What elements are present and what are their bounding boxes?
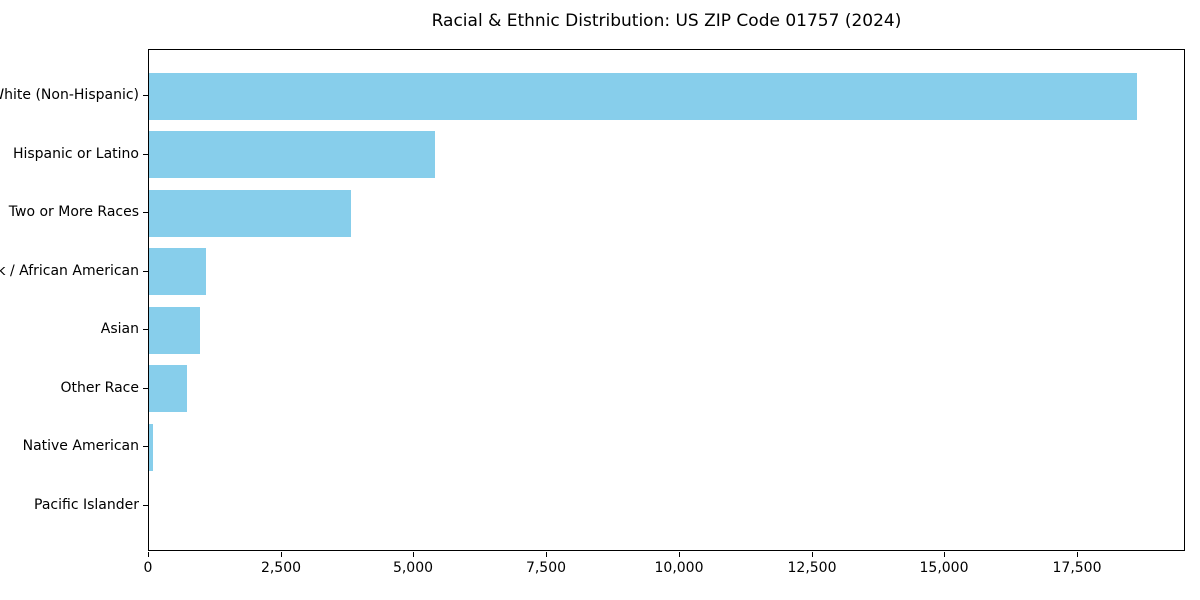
x-axis-tick: [679, 552, 680, 557]
chart-title: Racial & Ethnic Distribution: US ZIP Cod…: [431, 11, 902, 31]
bar-white-non-hispanic: [149, 73, 1137, 120]
x-axis-tick-label: 12,500: [787, 560, 837, 576]
x-axis-tick: [944, 552, 945, 557]
y-axis-label: Pacific Islander: [34, 497, 139, 513]
x-axis-tick: [546, 552, 547, 557]
x-axis-tick-label: 7,500: [525, 560, 567, 576]
y-axis-tick: [143, 212, 148, 213]
y-axis-tick: [143, 388, 148, 389]
bar-two-or-more-races: [149, 190, 351, 237]
bar-native-american: [149, 424, 153, 471]
x-axis-tick-label: 17,500: [1052, 560, 1102, 576]
y-axis-tick: [143, 446, 148, 447]
y-axis-tick: [143, 271, 148, 272]
y-axis-label: White (Non-Hispanic): [0, 87, 139, 103]
y-axis-label: Black / African American: [0, 263, 139, 279]
y-axis-label: Native American: [22, 438, 139, 454]
y-axis-label: Other Race: [60, 380, 139, 396]
bar-other-race: [149, 365, 187, 412]
y-axis-label: Hispanic or Latino: [12, 146, 139, 162]
x-axis-tick: [812, 552, 813, 557]
x-axis-tick-label: 0: [143, 560, 153, 576]
bar-hispanic-or-latino: [149, 131, 435, 178]
bar-asian: [149, 307, 200, 354]
y-axis-label: Asian: [100, 321, 139, 337]
plot-area: [148, 49, 1185, 551]
y-axis-tick: [143, 505, 148, 506]
x-axis-tick-label: 15,000: [919, 560, 969, 576]
bar-black-african-american: [149, 248, 206, 295]
x-axis-tick: [1077, 552, 1078, 557]
y-axis-tick: [143, 329, 148, 330]
x-axis-tick: [413, 552, 414, 557]
x-axis-tick-label: 2,500: [260, 560, 302, 576]
x-axis-tick-label: 10,000: [654, 560, 704, 576]
x-axis-tick: [148, 552, 149, 557]
x-axis-tick-label: 5,000: [392, 560, 434, 576]
y-axis-tick: [143, 95, 148, 96]
x-axis-tick: [281, 552, 282, 557]
y-axis-tick: [143, 154, 148, 155]
y-axis-label: Two or More Races: [8, 204, 139, 220]
